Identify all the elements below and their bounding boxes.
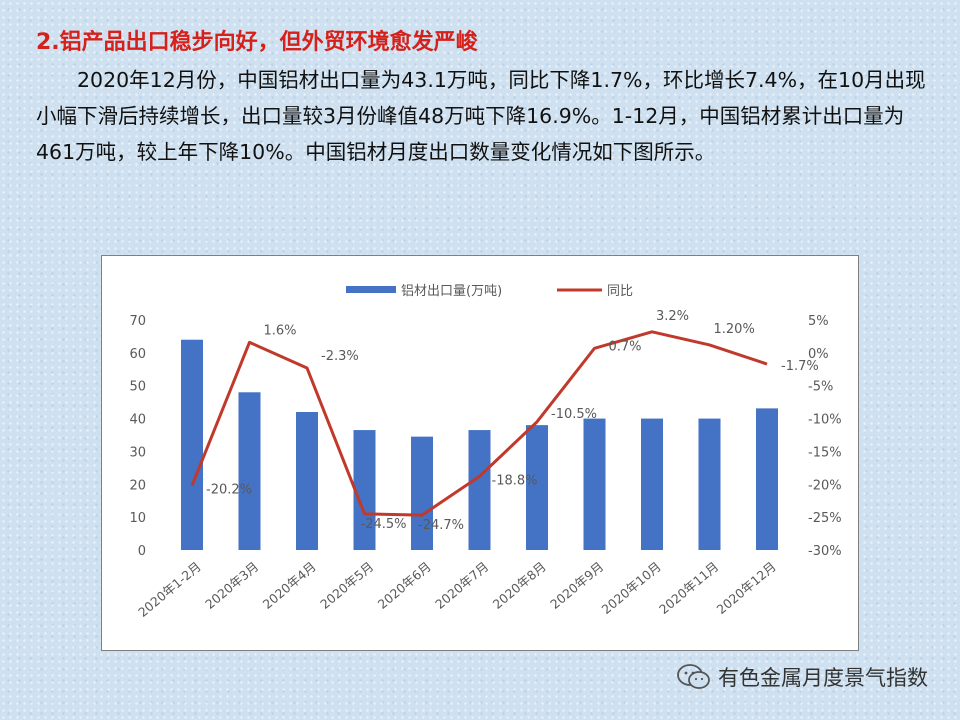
wechat-icon (677, 664, 710, 689)
section-heading: 2.铝产品出口稳步向好，但外贸环境愈发严峻 (36, 30, 478, 55)
bar (238, 392, 261, 550)
left-tick-label: 20 (129, 478, 146, 493)
legend-bar-label: 铝材出口量(万吨) (401, 284, 502, 299)
right-tick-label: -20% (808, 478, 842, 493)
x-tick-label: 2020年4月 (260, 559, 319, 612)
right-tick-label: -15% (808, 445, 842, 460)
bar (583, 418, 606, 550)
x-tick-label: 2020年6月 (375, 559, 434, 612)
right-tick-label: -30% (808, 544, 842, 559)
bar (641, 418, 663, 550)
x-tick-label: 2020年1-2月 (135, 559, 204, 620)
x-tick-label: 2020年3月 (202, 559, 261, 612)
right-tick-label: -25% (808, 511, 842, 526)
summary-paragraph: 2020年12月份，中国铝材出口量为43.1万吨，同比下降1.7%，环比增长7.… (36, 68, 926, 164)
x-tick-label: 2020年9月 (547, 559, 606, 612)
data-label: -18.8% (492, 473, 538, 488)
x-tick-label: 2020年8月 (490, 559, 549, 612)
right-tick-label: -5% (808, 380, 833, 395)
bar-series (181, 339, 778, 550)
x-tick-label: 2020年11月 (656, 559, 721, 617)
left-tick-label: 50 (129, 380, 146, 395)
bar (468, 430, 491, 550)
bar (353, 430, 376, 550)
bar (526, 425, 548, 550)
data-label: -1.7% (781, 359, 819, 374)
footer: 有色金属月度景气指数 (676, 662, 928, 692)
bar (698, 418, 721, 550)
chart-legend: 铝材出口量(万吨) 同比 (346, 284, 633, 299)
bar (181, 339, 203, 550)
data-label: -24.7% (418, 518, 464, 533)
left-tick-label: 30 (129, 445, 146, 460)
left-tick-label: 0 (138, 544, 146, 559)
x-tick-label: 2020年7月 (432, 559, 491, 612)
left-axis: 0 10 20 30 40 50 60 70 (129, 314, 146, 559)
data-label: -10.5% (551, 407, 597, 422)
bar (411, 436, 433, 550)
x-axis-labels: 2020年1-2月2020年3月2020年4月2020年5月2020年6月202… (135, 559, 779, 620)
right-tick-label: -10% (808, 413, 842, 428)
data-label: 3.2% (656, 309, 689, 324)
data-label: -20.2% (206, 483, 252, 498)
left-tick-label: 60 (129, 347, 146, 362)
data-label: 1.6% (264, 323, 297, 338)
footer-text: 有色金属月度景气指数 (718, 666, 928, 690)
export-chart: 铝材出口量(万吨) 同比 0 10 20 30 40 50 60 70 5% 0% -5% -10% -… (101, 255, 859, 651)
right-tick-label: 5% (808, 314, 829, 329)
legend-line-label: 同比 (607, 284, 633, 299)
x-tick-label: 2020年5月 (317, 559, 376, 612)
x-tick-label: 2020年10月 (599, 559, 664, 617)
left-tick-label: 40 (129, 413, 146, 428)
left-tick-label: 70 (129, 314, 146, 329)
line-series: -20.2% 1.6% -2.3% -24.5% -24.7% -18.8% -10.5% 0… (190, 309, 819, 533)
data-label: 1.20% (714, 322, 755, 337)
legend-bar-swatch (346, 286, 396, 293)
data-label: -2.3% (321, 349, 359, 364)
left-tick-label: 10 (129, 511, 146, 526)
bar (296, 412, 318, 550)
right-axis: 5% 0% -5% -10% -15% -20% -25% -30% (808, 314, 842, 559)
x-tick-label: 2020年12月 (714, 559, 779, 617)
right-tick-label: 0% (808, 347, 829, 362)
data-label: 0.7% (609, 339, 642, 354)
bar (756, 408, 778, 550)
data-label: -24.5% (361, 517, 407, 532)
